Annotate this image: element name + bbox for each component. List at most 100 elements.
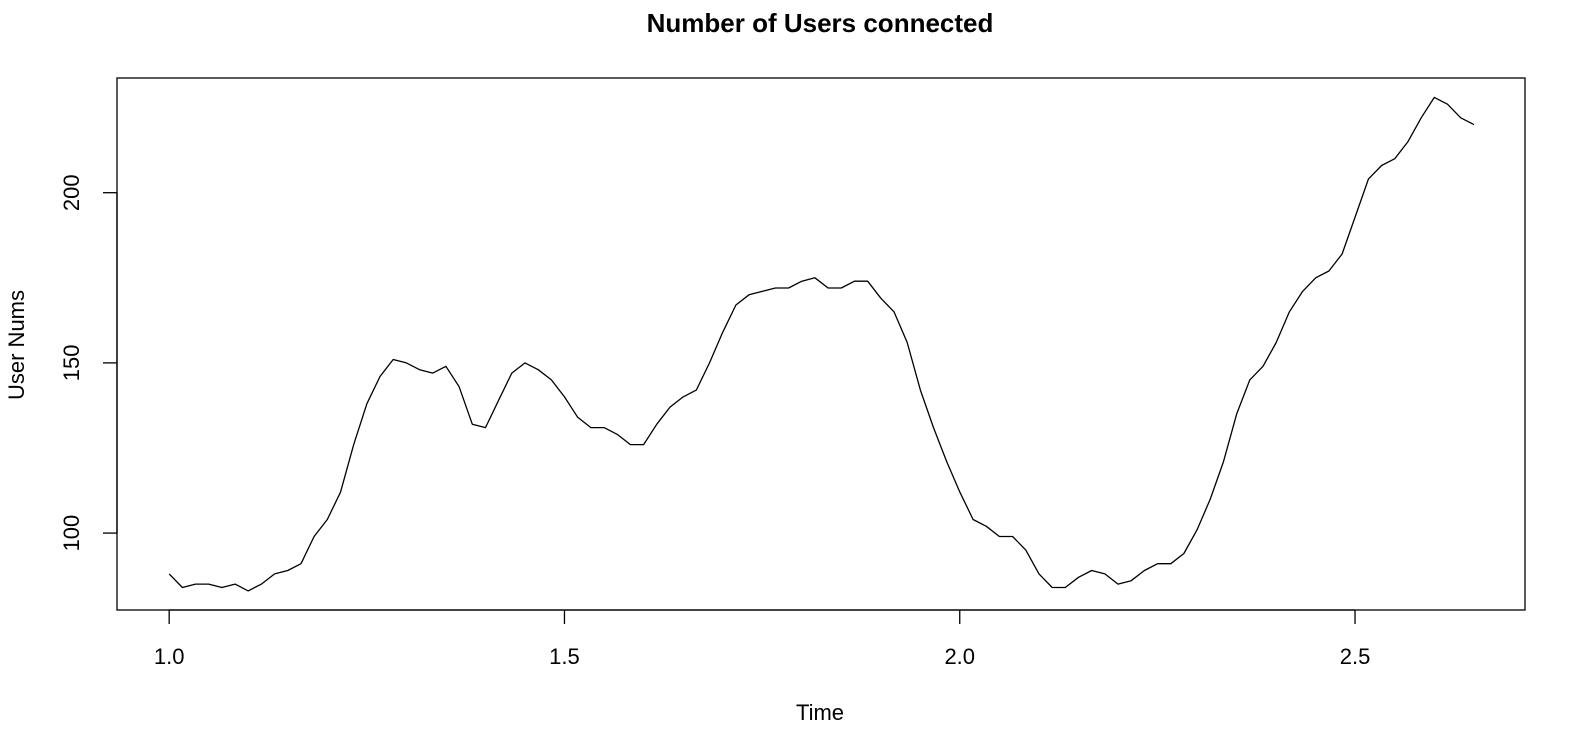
data-point: [1289, 311, 1290, 312]
data-point: [1091, 570, 1092, 571]
data-point: [261, 584, 262, 585]
data-point: [1104, 573, 1105, 574]
data-point: [287, 570, 288, 571]
data-point: [683, 396, 684, 397]
data-point: [1065, 587, 1066, 588]
data-point: [604, 427, 605, 428]
data-point: [617, 434, 618, 435]
data-point: [432, 373, 433, 374]
data-point: [867, 281, 868, 282]
data-point: [1078, 577, 1079, 578]
series-line: [168, 96, 1475, 592]
data-point: [1183, 553, 1184, 554]
data-point: [1460, 117, 1461, 118]
data-point: [1407, 141, 1408, 142]
data-point: [841, 287, 842, 288]
y-tick-label: 200: [59, 174, 84, 211]
data-point: [445, 366, 446, 367]
data-point: [1170, 563, 1171, 564]
data-point: [1434, 97, 1435, 98]
data-point: [419, 369, 420, 370]
x-tick-label: 1.5: [549, 644, 580, 669]
data-point: [1355, 216, 1356, 217]
data-point: [775, 287, 776, 288]
data-point: [235, 584, 236, 585]
data-point: [459, 386, 460, 387]
data-point: [1249, 379, 1250, 380]
data-point: [221, 587, 222, 588]
x-tick-label: 2.0: [944, 644, 975, 669]
data-point: [485, 427, 486, 428]
data-point: [524, 362, 525, 363]
data-point: [590, 427, 591, 428]
data-point: [1447, 104, 1448, 105]
data-point: [538, 369, 539, 370]
data-point: [248, 590, 249, 591]
y-axis-label: User Nums: [4, 290, 29, 400]
data-point: [340, 492, 341, 493]
data-point: [907, 342, 908, 343]
y-axis: 100 150 200: [59, 174, 118, 551]
data-point: [1197, 529, 1198, 530]
x-axis-label: Time: [796, 700, 844, 725]
data-point: [195, 584, 196, 585]
data-point: [1052, 587, 1053, 588]
series-points: [169, 97, 1475, 592]
x-tick-label: 2.5: [1340, 644, 1371, 669]
data-point: [1328, 270, 1329, 271]
x-tick-label: 1.0: [154, 644, 185, 669]
data-point: [801, 281, 802, 282]
data-point: [1236, 413, 1237, 414]
data-point: [1315, 277, 1316, 278]
data-point: [696, 390, 697, 391]
data-point: [973, 519, 974, 520]
data-point: [893, 311, 894, 312]
data-point: [1038, 573, 1039, 574]
data-point: [709, 362, 710, 363]
data-point: [814, 277, 815, 278]
y-tick-label: 150: [59, 345, 84, 382]
data-point: [735, 304, 736, 305]
data-point: [274, 573, 275, 574]
data-point: [300, 563, 301, 564]
data-point: [1144, 570, 1145, 571]
data-point: [1262, 366, 1263, 367]
data-point: [1473, 124, 1474, 125]
data-point: [366, 403, 367, 404]
data-point: [393, 359, 394, 360]
plot-area-border: [116, 77, 1526, 611]
data-point: [669, 407, 670, 408]
data-point: [880, 298, 881, 299]
data-point: [511, 373, 512, 374]
data-point: [1223, 461, 1224, 462]
data-point: [577, 417, 578, 418]
data-point: [1131, 580, 1132, 581]
data-point: [959, 492, 960, 493]
data-point: [1012, 536, 1013, 537]
chart-title: Number of Users connected: [647, 8, 994, 38]
data-point: [564, 396, 565, 397]
data-point: [920, 390, 921, 391]
data-point: [788, 287, 789, 288]
data-point: [1302, 291, 1303, 292]
data-point: [656, 424, 657, 425]
data-point: [169, 573, 170, 574]
data-point: [643, 444, 644, 445]
data-point: [327, 519, 328, 520]
data-point: [1025, 550, 1026, 551]
data-point: [1117, 584, 1118, 585]
data-point: [353, 444, 354, 445]
data-point: [722, 332, 723, 333]
data-point: [946, 461, 947, 462]
data-point: [208, 584, 209, 585]
data-point: [498, 400, 499, 401]
data-point: [314, 536, 315, 537]
data-point: [828, 287, 829, 288]
data-point: [406, 362, 407, 363]
data-point: [762, 291, 763, 292]
data-point: [854, 281, 855, 282]
data-point: [1394, 158, 1395, 159]
data-point: [1368, 179, 1369, 180]
